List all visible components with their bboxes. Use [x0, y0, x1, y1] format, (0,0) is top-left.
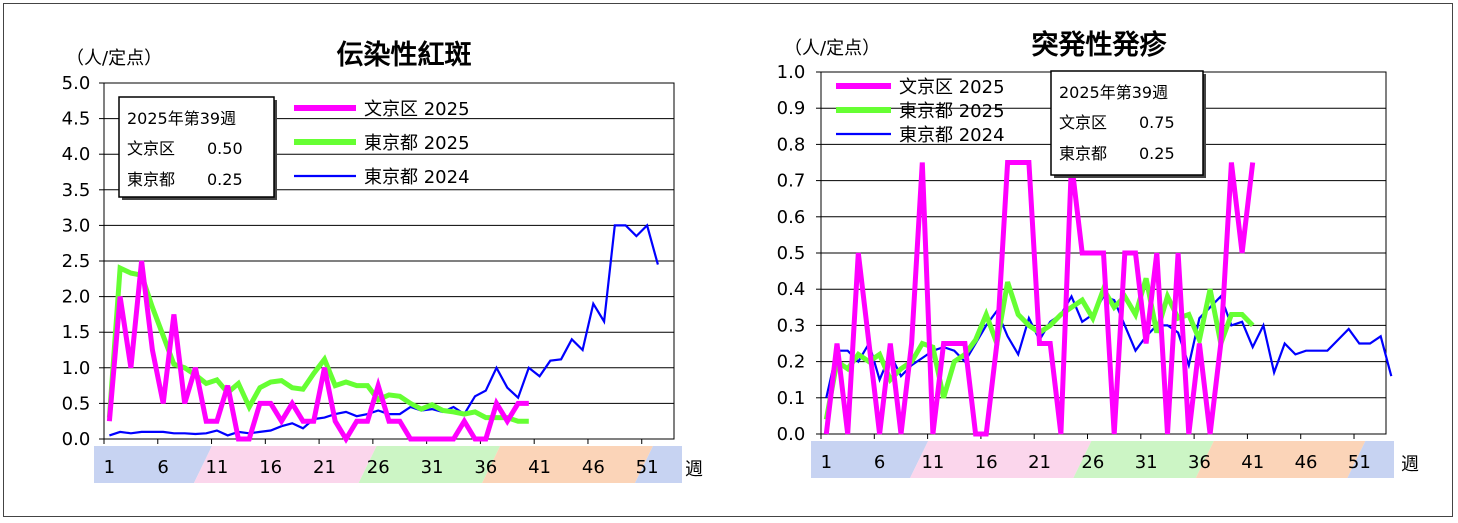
- y-tick-label: 0.6: [777, 207, 806, 228]
- y-tick-label: 0.0: [777, 424, 806, 445]
- info-box-row-label: 東京都: [127, 170, 175, 189]
- legend: 文京区 2025 東京都 2025 東京都 2024: [836, 77, 1005, 146]
- x-tick-label: 51: [1348, 452, 1371, 473]
- x-tick-label: 21: [313, 457, 336, 478]
- y-tick-label: 0.3: [777, 315, 806, 336]
- season-band: [193, 446, 377, 483]
- y-tick-label: 0.8: [777, 134, 806, 155]
- chart-frame: 伝染性紅斑 （人/定点） 0.0 0.5 1.0 1.5 2.0 2.5 3.0 3.5 4.0 4.…: [3, 3, 1453, 517]
- series-line: [823, 160, 1256, 437]
- y-tick-label: 3.5: [62, 180, 91, 201]
- x-tick-label: 46: [582, 457, 605, 478]
- x-tick-label: 21: [1028, 452, 1051, 473]
- x-tick-label: 16: [259, 457, 282, 478]
- y-unit-label: （人/定点）: [784, 38, 880, 59]
- y-tick-label: 2.0: [62, 287, 91, 308]
- chart-title: 伝染性紅斑: [337, 40, 472, 71]
- series-line: [106, 260, 529, 444]
- x-tick-label: 6: [874, 452, 885, 473]
- x-tick-label: 31: [1135, 452, 1158, 473]
- y-tick-label: 0.7: [777, 171, 806, 192]
- x-axis-label: 週: [685, 459, 703, 480]
- x-tick-label: 11: [921, 452, 944, 473]
- info-box-row-value: 0.75: [1139, 113, 1175, 132]
- legend-label: 文京区 2025: [364, 99, 470, 120]
- x-tick-label: 51: [636, 457, 659, 478]
- info-box-frame: [1050, 70, 1204, 176]
- info-box-row-value: 0.25: [1139, 144, 1175, 163]
- x-tick-label: 1: [821, 452, 832, 473]
- x-tick-label: 41: [1241, 452, 1264, 473]
- info-box-title: 2025年第39週: [1059, 83, 1168, 102]
- season-band: [1347, 441, 1394, 478]
- x-tick-label: 41: [528, 457, 551, 478]
- y-tick-label: 0.0: [62, 429, 91, 450]
- y-tick-label: 0.5: [62, 393, 91, 414]
- y-tick-label: 4.0: [62, 144, 91, 165]
- season-band: [1195, 441, 1366, 478]
- legend-label: 文京区 2025: [899, 77, 1005, 98]
- legend: 文京区 2025 東京都 2025 東京都 2024: [294, 99, 470, 188]
- y-tick-label: 0.9: [777, 98, 806, 119]
- x-tick-label: 1: [104, 457, 115, 478]
- season-band: [94, 446, 212, 483]
- y-tick-label: 0.2: [777, 352, 806, 373]
- y-tick-label: 5.0: [62, 73, 91, 94]
- season-band: [358, 446, 501, 483]
- season-band: [811, 441, 929, 478]
- info-box-row-label: 文京区: [127, 139, 175, 158]
- x-tick-label: 36: [1188, 452, 1211, 473]
- x-tick-label: 46: [1295, 452, 1318, 473]
- y-tick-label: 0.4: [777, 279, 806, 300]
- season-band: [634, 446, 682, 483]
- y-tick-label: 1.5: [62, 322, 91, 343]
- x-tick-label: 6: [157, 457, 168, 478]
- legend-label: 東京都 2024: [364, 167, 470, 188]
- charts-svg: 伝染性紅斑 （人/定点） 0.0 0.5 1.0 1.5 2.0 2.5 3.0 3.5 4.0 4.…: [62, 29, 1419, 483]
- info-box-frame: [118, 96, 275, 198]
- y-tick-label: 3.0: [62, 215, 91, 236]
- y-tick-label: 0.1: [777, 388, 806, 409]
- info-box-row-value: 0.25: [207, 170, 243, 189]
- chart-left: 伝染性紅斑 （人/定点） 0.0 0.5 1.0 1.5 2.0 2.5 3.0 3.5 4.0 4.…: [62, 40, 703, 483]
- chart-title: 突発性発疹: [1032, 29, 1168, 61]
- y-tick-label: 0.5: [777, 243, 806, 264]
- y-tick-label: 4.5: [62, 109, 91, 130]
- legend-label: 東京都 2024: [899, 125, 1005, 146]
- x-tick-label: 26: [367, 457, 390, 478]
- info-box-title: 2025年第39週: [127, 109, 236, 128]
- x-tick-label: 26: [1081, 452, 1104, 473]
- x-tick-label: 36: [474, 457, 497, 478]
- x-tick-label: 11: [205, 457, 228, 478]
- season-band: [482, 446, 653, 483]
- info-box-row-value: 0.50: [207, 139, 243, 158]
- legend-label: 東京都 2025: [364, 133, 470, 154]
- chart-right: 突発性発疹 （人/定点） 0.0 0.1 0.2 0.3 0.4 0.5 0.6 0.7 0.8 0.…: [777, 29, 1419, 478]
- x-axis-label: 週: [1401, 454, 1419, 475]
- info-box-row-label: 文京区: [1059, 113, 1107, 132]
- info-box-row-label: 東京都: [1059, 144, 1107, 163]
- season-band: [1073, 441, 1214, 478]
- y-tick-label: 1.0: [777, 62, 806, 83]
- legend-label: 東京都 2025: [899, 101, 1005, 122]
- x-tick-label: 16: [975, 452, 998, 473]
- x-tick-label: 31: [421, 457, 444, 478]
- y-tick-label: 2.5: [62, 251, 91, 272]
- y-unit-label: （人/定点）: [66, 48, 162, 69]
- season-band: [910, 441, 1092, 478]
- series-line: [109, 223, 659, 437]
- y-tick-label: 1.0: [62, 358, 91, 379]
